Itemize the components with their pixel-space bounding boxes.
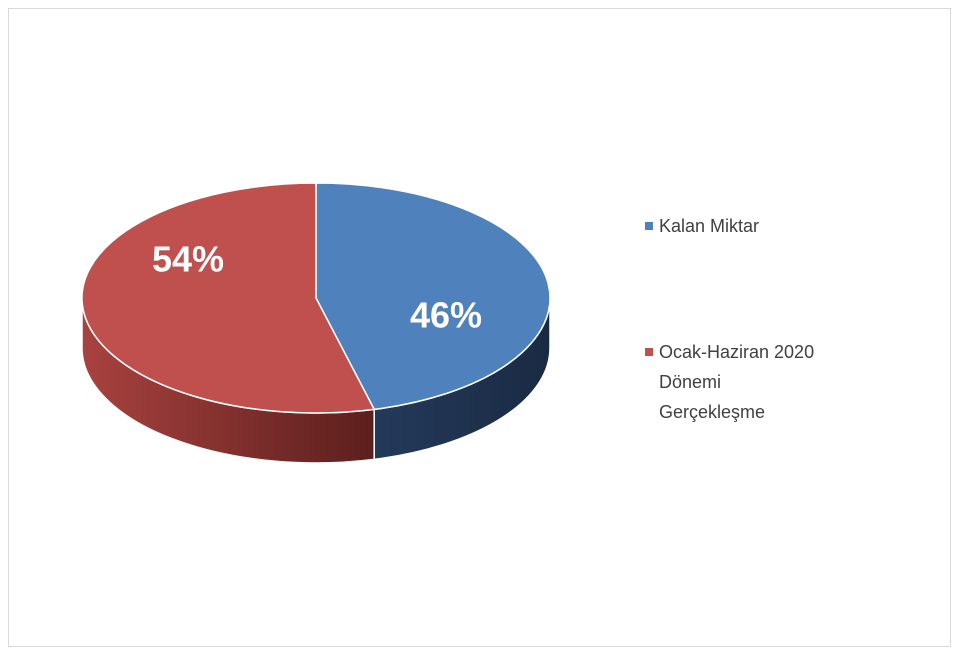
legend-item: Kalan Miktar — [645, 211, 824, 241]
legend-label: Kalan Miktar — [659, 216, 760, 236]
slice — [315, 182, 551, 411]
legend-item: Ocak-Haziran 2020 Dönemi Gerçekleşme — [645, 337, 824, 427]
legend-swatch — [645, 222, 653, 230]
data-label: 46% — [410, 295, 482, 336]
data-label: 54% — [152, 239, 224, 280]
legend-swatch — [645, 348, 653, 356]
legend-label: Ocak-Haziran 2020 Dönemi Gerçekleşme — [659, 342, 815, 422]
pie: 46% 54% — [81, 182, 551, 464]
slice — [81, 182, 376, 414]
